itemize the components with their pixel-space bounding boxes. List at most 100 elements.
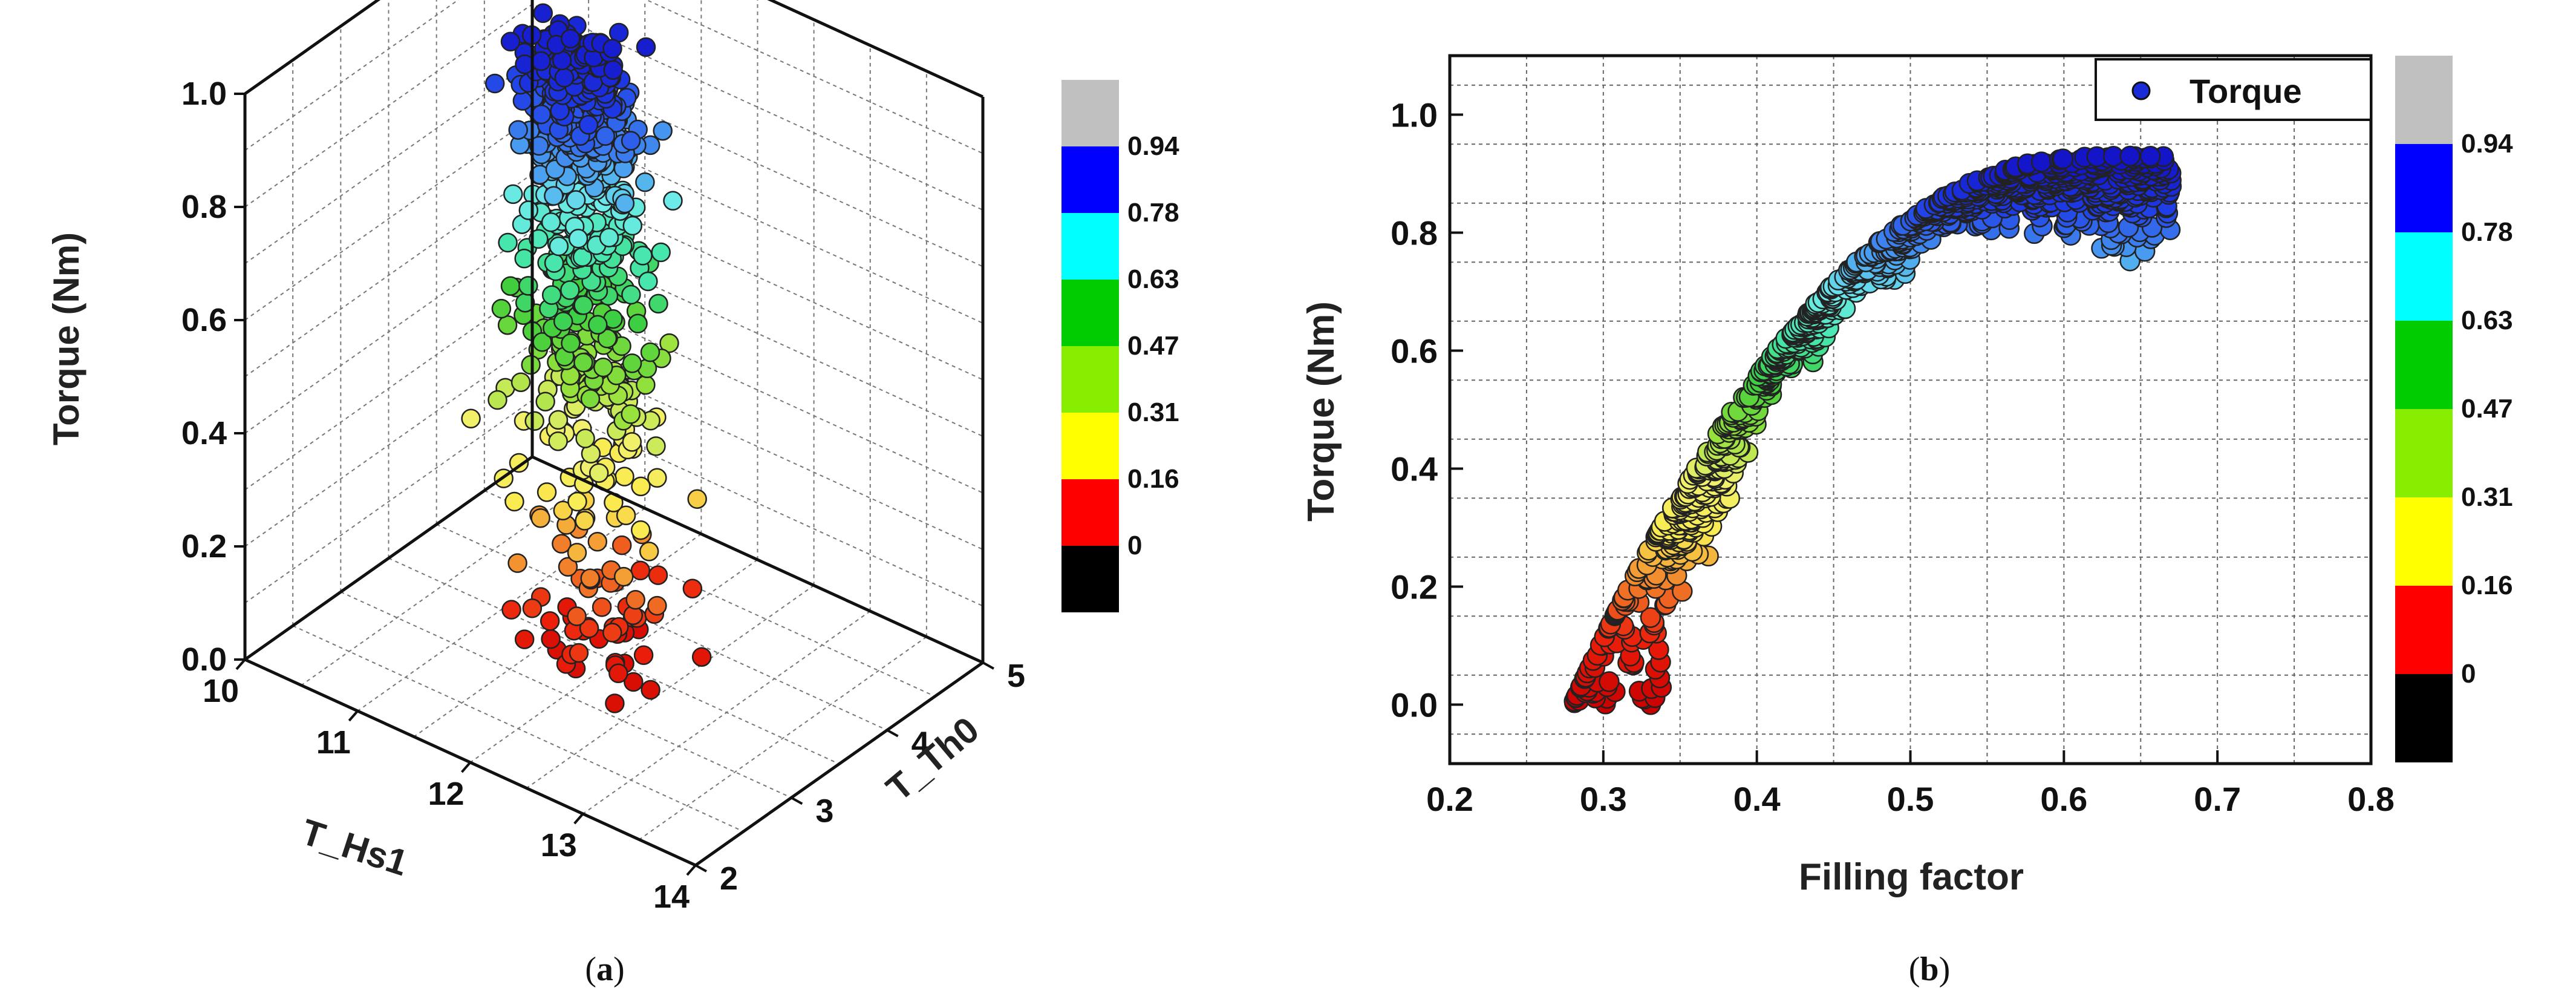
data-point [621,131,641,151]
data-point [659,333,679,353]
z-tick-label: 0.8 [181,189,227,225]
colorbar-segment [2395,409,2453,497]
panel-a-points [461,3,712,713]
x-tick-label: 0.6 [2040,780,2087,818]
colorbar-segment [2395,232,2453,321]
data-point [599,228,619,247]
y-tick [886,729,899,738]
x-tick-label: 0.4 [1733,780,1781,818]
data-point [531,51,551,71]
x-tick-label: 13 [541,827,577,863]
y-tick [791,796,803,805]
data-point [628,313,648,334]
data-point [529,229,549,249]
colorbar-segment [1061,80,1119,146]
data-point [648,293,668,314]
data-point [605,693,625,713]
data-point [611,535,632,555]
data-point [622,432,642,452]
data-point [569,643,589,663]
x-tick-label: 12 [428,776,464,812]
data-point [500,276,521,296]
data-point [621,284,641,305]
data-point [640,342,660,362]
data-point [622,215,643,236]
data-point [573,295,593,315]
data-point [630,560,651,581]
z-tick-label: 0.0 [181,641,227,678]
data-point [691,647,712,667]
grid-line [582,611,871,814]
data-point [561,333,581,353]
panel-a-colorbar: 0.94 0.78 0.63 0.47 0.31 0.16 0 [1061,80,1179,612]
colorbar-segment [1061,146,1119,213]
data-point [566,190,586,210]
y-tick-label: 0.4 [1391,450,1438,488]
data-point [588,315,608,335]
panel-b-points [1564,145,2182,715]
data-point [638,271,658,292]
data-point [549,236,569,257]
data-point [663,191,683,211]
data-point [587,532,608,552]
grid-line [639,636,927,840]
panel-b-colorbar: 0.94 0.78 0.63 0.47 0.31 0.16 0 [2395,56,2513,762]
colorbar-label: 0 [1127,531,1142,560]
x-tick [235,658,246,670]
panel-a-ticks: 0.0 0.2 0.4 0.6 0.8 1.0 10 11 12 13 14 2 3 4 5 [181,76,1025,915]
colorbar-label: 0.31 [1127,398,1179,427]
z-tick-label: 0.4 [181,415,227,451]
data-point [522,598,543,618]
colorbar-label: 0.78 [2461,217,2513,247]
colorbar-label: 0.16 [1127,464,1179,494]
colorbar-segment [2395,56,2453,144]
x-tick-label: 0.8 [2347,780,2395,818]
colorbar-segment [2395,586,2453,674]
data-point [624,672,644,692]
data-point [518,200,539,220]
data-point [541,629,561,649]
panel-a-x-axis-label: T_Hs1 [296,811,412,883]
x-tick [686,864,697,876]
data-point [567,543,587,563]
data-point [573,352,593,373]
data-point [636,37,656,57]
data-point [531,104,552,125]
axis-edge [767,0,984,99]
y-tick-label: 2 [720,860,738,897]
data-point [558,557,578,577]
z-tick-label: 0.2 [181,528,227,565]
data-point [687,489,707,509]
data-point [651,242,671,263]
data-point [541,285,562,305]
data-point [509,453,529,473]
x-tick [348,710,359,722]
data-point [540,611,560,631]
x-tick-label: 14 [653,879,690,915]
data-point [615,467,634,486]
colorbar-label: 0.16 [2461,571,2513,600]
data-point [491,298,512,319]
x-tick-label: 11 [316,724,351,761]
y-tick-label: 3 [815,793,833,829]
axis-edge [531,455,984,664]
data-point [639,542,659,562]
data-point [589,463,609,483]
data-point [615,194,635,214]
data-point [622,353,642,373]
data-point [544,253,564,273]
data-point [578,115,599,135]
colorbar-label: 0.94 [2461,129,2513,159]
data-point [554,68,575,88]
data-point [461,408,481,429]
data-point [2119,145,2141,167]
colorbar-segment [1061,280,1119,346]
data-point [535,391,555,411]
colorbar-label: 0.63 [1127,264,1179,294]
panel-b-legend-label: Torque [2190,72,2302,110]
data-point [503,184,523,205]
data-point [575,511,595,531]
colorbar-segment [2395,321,2453,409]
data-point [1640,607,1661,628]
